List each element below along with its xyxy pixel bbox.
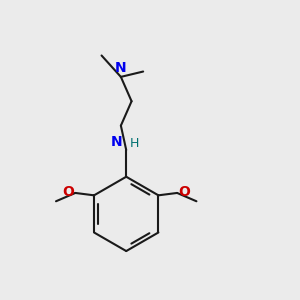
Text: N: N: [111, 135, 122, 149]
Text: O: O: [62, 185, 74, 200]
Text: H: H: [130, 137, 139, 150]
Text: O: O: [178, 185, 190, 200]
Text: N: N: [115, 61, 127, 75]
